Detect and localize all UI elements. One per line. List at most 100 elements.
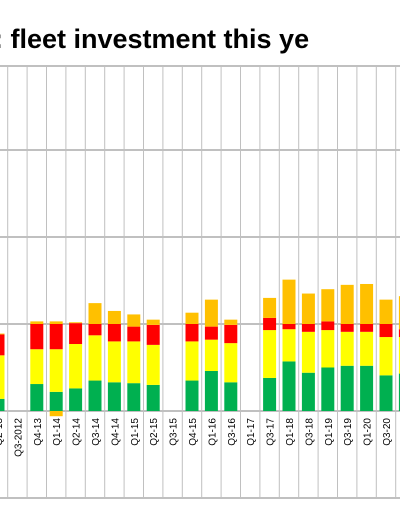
bar-segment	[360, 283, 374, 324]
bar-segment	[282, 329, 296, 362]
bar-segment	[88, 324, 102, 336]
x-tick-label: Q1-15	[130, 418, 141, 446]
x-tick-label: Q3-2012	[13, 418, 24, 457]
bar-segment	[360, 331, 374, 366]
bar-segment	[69, 322, 83, 324]
bar-segment	[360, 365, 374, 411]
x-tick-label: Q3-18	[304, 418, 315, 446]
bar-segment	[49, 391, 63, 411]
x-tick-labels: Q2-13 Q3-2012 Q4-13 Q1-14 Q2-14 Q3-14 Q4-14 Q1-…	[0, 418, 393, 457]
bar-segment	[321, 321, 335, 331]
bar-segment	[340, 324, 354, 332]
x-tick-label: Q2-15	[149, 418, 160, 446]
bar-segment	[146, 319, 160, 325]
x-tick-label: Q2-14	[72, 418, 83, 446]
bar-segment	[127, 314, 141, 327]
bar-segment	[49, 411, 63, 417]
bar-segment	[224, 343, 238, 383]
bar-segment	[107, 341, 121, 383]
bar-segment	[127, 341, 141, 384]
bar-segment	[0, 355, 5, 399]
bar-segment	[204, 326, 218, 340]
bar-segment	[88, 380, 102, 411]
bar-segment	[379, 299, 393, 324]
bar-segment	[185, 341, 199, 381]
x-tick-label: Q3-15	[169, 418, 180, 446]
x-tick-label: Q4-14	[110, 418, 121, 446]
bar-segment	[185, 324, 199, 342]
x-tick-label: Q1-19	[324, 418, 335, 446]
bar-segment	[224, 324, 238, 344]
bar-segment	[69, 323, 83, 345]
x-tick-label: Q3-19	[343, 418, 354, 446]
bar-segment	[398, 373, 400, 411]
bar-segment	[379, 337, 393, 376]
bar-segment	[107, 310, 121, 324]
bar-segment	[0, 398, 5, 411]
chart-title: : fleet investment this ye	[0, 24, 309, 54]
bar-segment	[146, 344, 160, 385]
bar-segment	[398, 296, 400, 330]
bar-segment	[204, 299, 218, 327]
bar-segment	[340, 331, 354, 366]
bar-segment	[146, 324, 160, 345]
bar-segment	[0, 333, 5, 335]
x-tick-label: Q3-17	[266, 418, 277, 446]
bar-segment	[30, 321, 44, 324]
bar-segment	[49, 324, 63, 350]
bar-segment	[282, 361, 296, 411]
bar-segment	[282, 279, 296, 324]
bar-segment	[185, 380, 199, 411]
bar-segment	[263, 377, 277, 411]
x-tick-label: Q4-13	[33, 418, 44, 446]
bar-segment	[360, 324, 374, 332]
x-tick-label: Q1-17	[246, 418, 257, 446]
bar-segment	[30, 349, 44, 385]
bar-segment	[263, 330, 277, 378]
bar-segment	[263, 317, 277, 331]
bar-segment	[301, 372, 315, 411]
bar-segment	[107, 324, 121, 342]
bar-segment	[49, 349, 63, 392]
bar-segment	[224, 382, 238, 411]
bar-segment	[321, 330, 335, 368]
bar-segment	[88, 303, 102, 324]
bar-segment	[398, 329, 400, 338]
x-tick-label: Q2-13	[0, 418, 5, 446]
bar-segment	[340, 284, 354, 324]
bar-segment	[127, 383, 141, 411]
bar-segment	[224, 319, 238, 325]
bar-segment	[301, 293, 315, 324]
bar-segment	[185, 312, 199, 324]
bar-segment	[379, 324, 393, 338]
bar-segment	[398, 337, 400, 374]
grid	[0, 65, 400, 499]
bar-segment	[49, 321, 63, 324]
bar-segment	[30, 384, 44, 411]
bar-segment	[30, 324, 44, 350]
bar-segment	[282, 324, 296, 330]
bar-segment	[88, 335, 102, 381]
x-tick-label: Q1-16	[207, 418, 218, 446]
bar-segment	[321, 367, 335, 411]
bar-segment	[263, 297, 277, 318]
bar-segment	[107, 382, 121, 411]
x-tick-label: Q3-20	[382, 418, 393, 446]
x-tick-label: Q3-16	[227, 418, 238, 446]
x-tick-label: Q3-14	[91, 418, 102, 446]
x-tick-label: Q4-15	[188, 418, 199, 446]
bar-segment	[379, 375, 393, 411]
x-tick-label: Q1-14	[52, 418, 63, 446]
bar-segment	[321, 289, 335, 322]
bar-segment	[0, 334, 5, 356]
bars	[0, 279, 400, 417]
bar-segment	[340, 365, 354, 411]
x-tick-label: Q1-20	[363, 418, 374, 446]
bar-segment	[204, 370, 218, 411]
bar-segment	[69, 388, 83, 411]
bar-segment	[146, 384, 160, 411]
bar-segment	[301, 331, 315, 373]
bar-segment	[204, 339, 218, 371]
bar-segment	[127, 326, 141, 342]
